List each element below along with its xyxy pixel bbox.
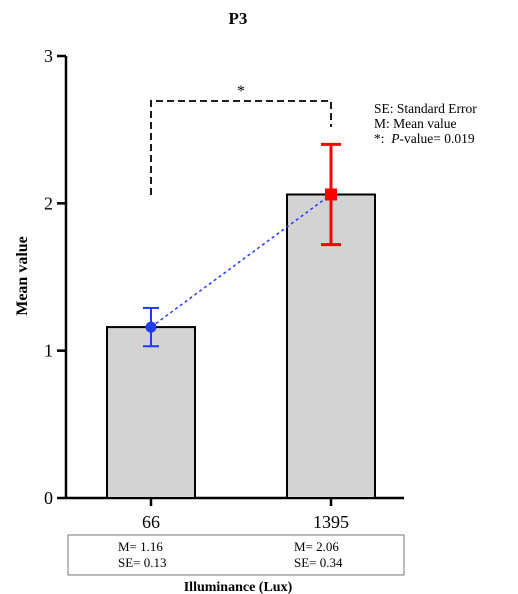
- x-tick-label: 1395: [313, 512, 349, 532]
- y-tick-label: 3: [44, 46, 53, 66]
- significance-star: *: [237, 83, 245, 100]
- y-tick-label: 2: [44, 193, 53, 213]
- chart-title: P3: [229, 9, 248, 28]
- y-axis-label: Mean value: [14, 236, 31, 316]
- legend-entry-se: SE: Standard Error: [374, 101, 477, 116]
- stats-se-label: SE= 0.13: [118, 555, 167, 570]
- legend-pvalue-italic: P: [390, 131, 399, 146]
- significance-bracket: *: [150, 83, 332, 195]
- legend-entry-pvalue: *: P-value= 0.019: [374, 131, 475, 146]
- mean-marker: [325, 188, 337, 201]
- mean-connector: [150, 193, 332, 328]
- stats-mean-label: M= 1.16: [118, 539, 163, 554]
- stats-table-box: [67, 534, 405, 576]
- stats-mean-label: M= 2.06: [294, 539, 339, 554]
- error-bars: [143, 142, 341, 348]
- y-tick-label: 1: [44, 341, 53, 361]
- stats-se-label: SE= 0.34: [294, 555, 343, 570]
- legend-pvalue-suffix: -value= 0.019: [400, 131, 475, 146]
- legend-pvalue-prefix: *:: [374, 131, 391, 146]
- mean-marker: [145, 321, 157, 333]
- significance-line: [150, 100, 332, 195]
- x-axis-label: Illuminance (Lux): [184, 580, 293, 594]
- bar: [106, 326, 196, 499]
- y-tick-label: 0: [44, 488, 53, 508]
- mean-connector-line: [150, 193, 332, 328]
- x-tick-label: 66: [142, 512, 160, 532]
- legend-entry-mean: M: Mean value: [374, 116, 456, 131]
